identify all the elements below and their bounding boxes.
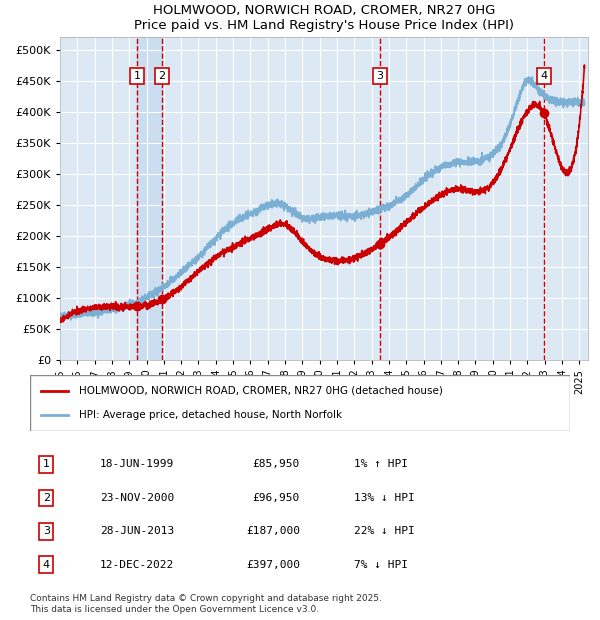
Text: 22% ↓ HPI: 22% ↓ HPI	[354, 526, 415, 536]
Text: 18-JUN-1999: 18-JUN-1999	[100, 459, 175, 469]
Text: 3: 3	[43, 526, 50, 536]
Text: 1: 1	[43, 459, 50, 469]
Text: Contains HM Land Registry data © Crown copyright and database right 2025.
This d: Contains HM Land Registry data © Crown c…	[30, 595, 382, 614]
Text: 23-NOV-2000: 23-NOV-2000	[100, 493, 175, 503]
Text: £397,000: £397,000	[246, 560, 300, 570]
Text: 2: 2	[43, 493, 50, 503]
Title: HOLMWOOD, NORWICH ROAD, CROMER, NR27 0HG
Price paid vs. HM Land Registry's House: HOLMWOOD, NORWICH ROAD, CROMER, NR27 0HG…	[134, 4, 514, 32]
Text: 13% ↓ HPI: 13% ↓ HPI	[354, 493, 415, 503]
FancyBboxPatch shape	[30, 375, 570, 431]
Text: HPI: Average price, detached house, North Norfolk: HPI: Average price, detached house, Nort…	[79, 410, 342, 420]
Text: 1% ↑ HPI: 1% ↑ HPI	[354, 459, 408, 469]
Text: 2: 2	[158, 71, 166, 81]
Text: 12-DEC-2022: 12-DEC-2022	[100, 560, 175, 570]
Text: 28-JUN-2013: 28-JUN-2013	[100, 526, 175, 536]
Bar	[137, 37, 162, 360]
Text: £85,950: £85,950	[253, 459, 300, 469]
Text: £96,950: £96,950	[253, 493, 300, 503]
Text: £187,000: £187,000	[246, 526, 300, 536]
Text: 1: 1	[134, 71, 141, 81]
Text: 4: 4	[43, 560, 50, 570]
Text: 3: 3	[377, 71, 383, 81]
Text: 4: 4	[540, 71, 547, 81]
Text: HOLMWOOD, NORWICH ROAD, CROMER, NR27 0HG (detached house): HOLMWOOD, NORWICH ROAD, CROMER, NR27 0HG…	[79, 386, 442, 396]
Text: 7% ↓ HPI: 7% ↓ HPI	[354, 560, 408, 570]
